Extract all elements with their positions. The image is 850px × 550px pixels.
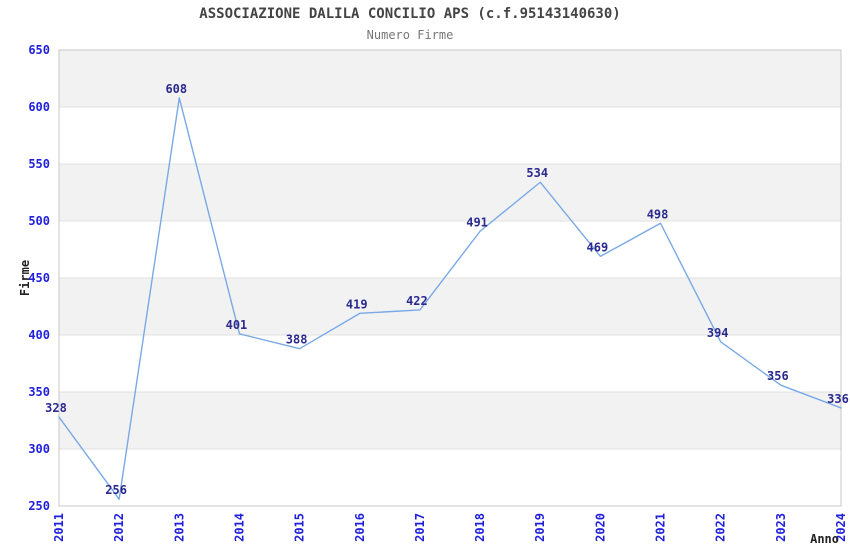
x-tick-label: 2021 [654, 513, 668, 542]
y-tick-label: 250 [28, 499, 50, 513]
x-axis-title: Anno [810, 532, 839, 546]
data-point-label: 491 [466, 215, 488, 229]
plot-band [59, 278, 841, 335]
data-line [58, 97, 842, 500]
data-point-label: 534 [526, 166, 548, 180]
x-tick-label: 2023 [774, 513, 788, 542]
x-tick-label: 2018 [473, 513, 487, 542]
y-tick-label: 350 [28, 385, 50, 399]
data-point-label: 336 [827, 392, 849, 406]
x-tick-label: 2013 [172, 513, 186, 542]
x-tick-label: 2020 [593, 513, 607, 542]
data-point-label: 256 [105, 483, 127, 497]
y-tick-label: 650 [28, 43, 50, 57]
data-point-label: 388 [286, 333, 308, 347]
data-point-label: 608 [165, 82, 187, 96]
data-point-label: 401 [226, 318, 248, 332]
plot-band [59, 164, 841, 221]
data-point-label: 328 [45, 401, 67, 415]
y-tick-label: 450 [28, 271, 50, 285]
data-point-label: 394 [707, 326, 729, 340]
y-tick-label: 300 [28, 442, 50, 456]
y-tick-label: 500 [28, 214, 50, 228]
data-point-label: 498 [647, 207, 669, 221]
x-tick-label: 2012 [112, 513, 126, 542]
data-point-label: 469 [587, 240, 609, 254]
data-point-label: 422 [406, 294, 428, 308]
data-point-label: 419 [346, 297, 368, 311]
y-axis-title: Firme [18, 260, 32, 296]
x-tick-label: 2024 [834, 513, 848, 542]
x-tick-label: 2014 [232, 513, 246, 542]
data-point-label: 356 [767, 369, 789, 383]
plot-band [59, 50, 841, 107]
x-tick-label: 2016 [353, 513, 367, 542]
chart-title: ASSOCIAZIONE DALILA CONCILIO APS (c.f.95… [199, 6, 621, 22]
x-tick-label: 2011 [52, 513, 66, 542]
x-tick-label: 2022 [714, 513, 728, 542]
plot-band [59, 392, 841, 449]
x-tick-label: 2019 [533, 513, 547, 542]
y-tick-label: 600 [28, 100, 50, 114]
plot-border [58, 49, 842, 507]
x-tick-label: 2017 [413, 513, 427, 542]
y-tick-label: 550 [28, 157, 50, 171]
x-tick-label: 2015 [293, 513, 307, 542]
chart-subtitle: Numero Firme [366, 28, 454, 42]
y-tick-label: 400 [28, 328, 50, 342]
